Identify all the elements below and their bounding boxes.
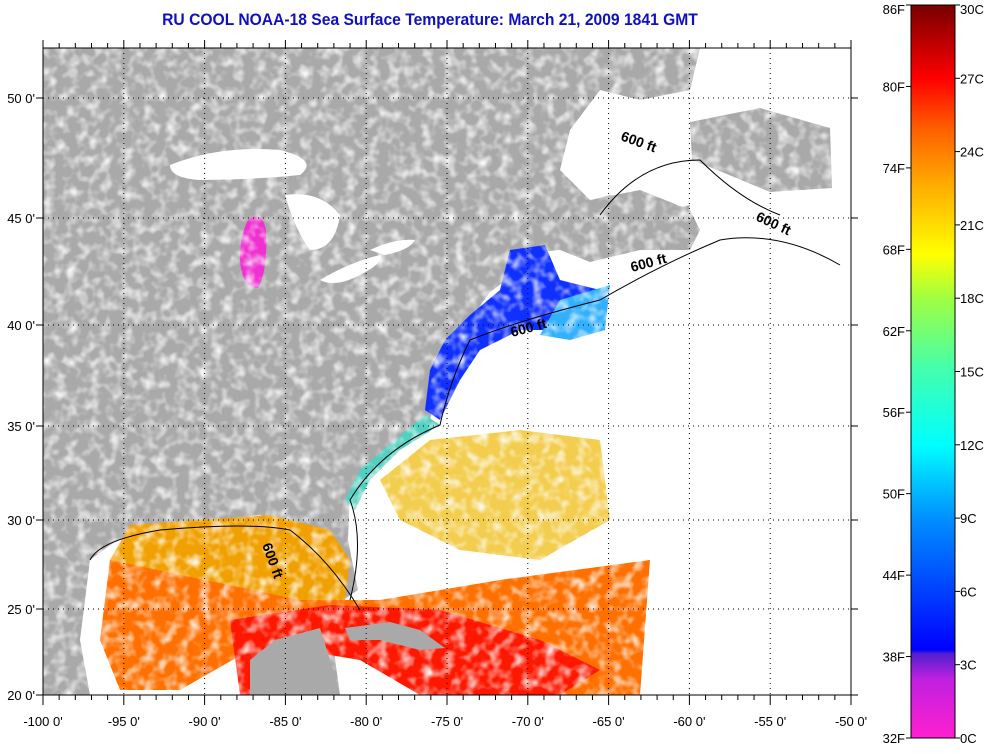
- lon-label: -50 0': [835, 714, 867, 729]
- colorbar-label-c: 21C: [960, 218, 984, 233]
- colorbar-label-f: 50F: [883, 487, 905, 502]
- colorbar-label-c: 9C: [960, 511, 977, 526]
- colorbar-label-c: 6C: [960, 584, 977, 599]
- lat-label: 30 0': [7, 513, 35, 528]
- colorbar-label-c: 30C: [960, 2, 984, 17]
- lon-label: -90 0': [189, 714, 221, 729]
- colorbar-label-f: 68F: [883, 242, 905, 257]
- lon-label: -95 0': [108, 714, 140, 729]
- lat-label: 40 0': [7, 318, 35, 333]
- colorbar-label-c: 15C: [960, 365, 984, 380]
- colorbar-label-c: 27C: [960, 71, 984, 86]
- lat-label: 50 0': [7, 91, 35, 106]
- lon-label: -85 0': [269, 714, 301, 729]
- colorbar-label-c: 3C: [960, 658, 977, 673]
- colorbar-label-f: 38F: [883, 650, 905, 665]
- isobath-600ft: [89, 159, 841, 611]
- colorbar-label-c: 24C: [960, 145, 984, 160]
- colorbar-label-f: 80F: [883, 79, 905, 94]
- colorbar-label-f: 56F: [883, 405, 905, 420]
- lat-label: 25 0': [7, 602, 35, 617]
- lon-label: -55 0': [754, 714, 786, 729]
- sst-field: [43, 48, 851, 695]
- lon-label: -75 0': [431, 714, 463, 729]
- lon-label: -60 0': [673, 714, 705, 729]
- colorbar-label-c: 18C: [960, 291, 984, 306]
- lat-label: 45 0': [7, 211, 35, 226]
- colorbar-label-c: 12C: [960, 438, 984, 453]
- lon-label: -80 0': [350, 714, 382, 729]
- lat-label: 20 0': [7, 688, 35, 703]
- lon-label: -70 0': [512, 714, 544, 729]
- lon-label: -100 0': [23, 714, 62, 729]
- colorbar: [910, 4, 956, 739]
- colorbar-label-c: 0C: [960, 731, 977, 746]
- lat-label: 35 0': [7, 419, 35, 434]
- colorbar-label-f: 74F: [883, 161, 905, 176]
- colorbar-label-f: 86F: [883, 2, 905, 17]
- lon-label: -65 0': [593, 714, 625, 729]
- colorbar-label-f: 62F: [883, 324, 905, 339]
- colorbar-label-f: 32F: [883, 731, 905, 746]
- colorbar-label-f: 44F: [883, 568, 905, 583]
- map-title: RU COOL NOAA-18 Sea Surface Temperature:…: [162, 10, 698, 29]
